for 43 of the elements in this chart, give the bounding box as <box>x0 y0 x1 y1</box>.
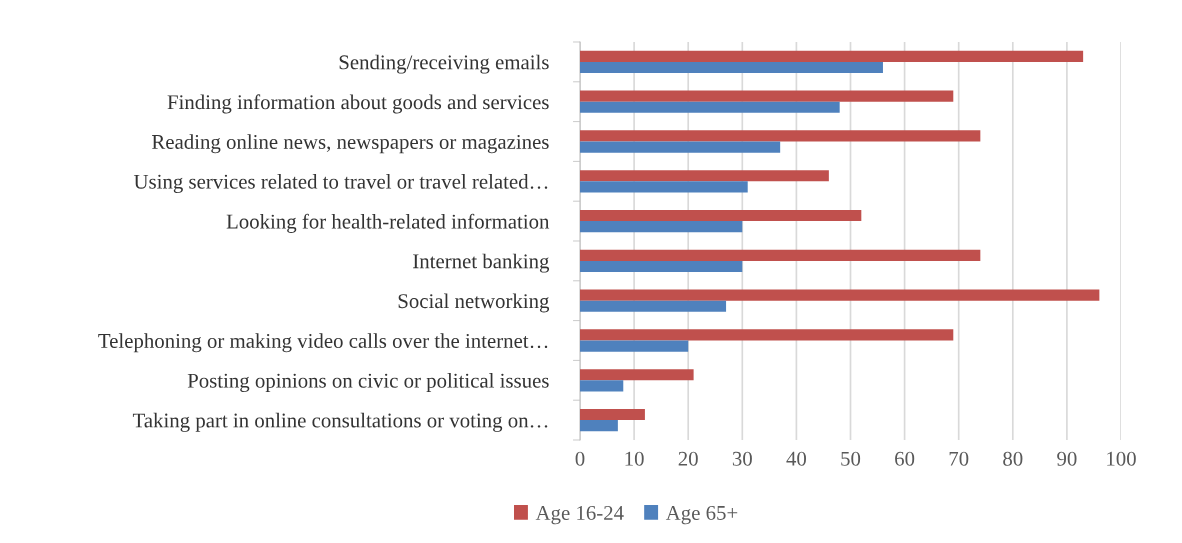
bar <box>580 408 645 421</box>
x-tick-label: 0 <box>575 451 585 466</box>
bar <box>580 61 883 74</box>
y-tick-label: Finding information about goods and services <box>167 94 549 114</box>
bar <box>580 249 981 261</box>
y-tick-label: Using services related to travel or travel related… <box>133 174 548 194</box>
bar <box>580 300 727 312</box>
bar <box>580 170 829 182</box>
bar <box>580 130 981 142</box>
bar <box>580 181 748 193</box>
y-tick-label: Telephoning or making video calls over the internet… <box>98 333 548 353</box>
bar <box>580 380 624 392</box>
x-tick-label: 50 <box>841 451 861 466</box>
bar <box>580 209 862 222</box>
bar <box>580 369 694 381</box>
x-tick-label: 80 <box>1003 451 1023 466</box>
y-tick-label: Internet banking <box>413 253 550 273</box>
bar <box>580 221 743 233</box>
bar <box>580 141 781 153</box>
bar <box>580 260 743 273</box>
bar <box>580 420 618 432</box>
legend-label: Age 16-24 <box>535 505 624 525</box>
x-tick-label: 90 <box>1057 451 1077 466</box>
y-tick-label: Sending/receiving emails <box>339 54 549 74</box>
x-tick-label: 10 <box>625 451 644 466</box>
x-tick-label: 40 <box>786 451 807 466</box>
bar <box>580 90 954 102</box>
y-tick-label: Social networking <box>398 293 550 313</box>
x-tick-label: 30 <box>732 451 752 466</box>
bar <box>580 289 1100 301</box>
bar <box>580 340 689 352</box>
x-tick-label: 20 <box>678 451 698 466</box>
bar <box>580 50 1084 62</box>
y-tick-label: Reading online news, newspapers or magazines <box>152 134 549 154</box>
x-tick-label: 70 <box>949 451 969 466</box>
legend-label: Age 65+ <box>665 505 738 525</box>
y-tick-label: Looking for health-related information <box>226 213 550 233</box>
y-tick-label: Posting opinions on civic or political issues <box>187 373 549 393</box>
x-tick-label: 100 <box>1107 451 1136 466</box>
x-tick-label: 60 <box>895 451 915 466</box>
y-tick-label: Taking part in online consultations or voting on… <box>132 412 548 432</box>
bar <box>580 101 840 113</box>
bar <box>580 329 954 341</box>
